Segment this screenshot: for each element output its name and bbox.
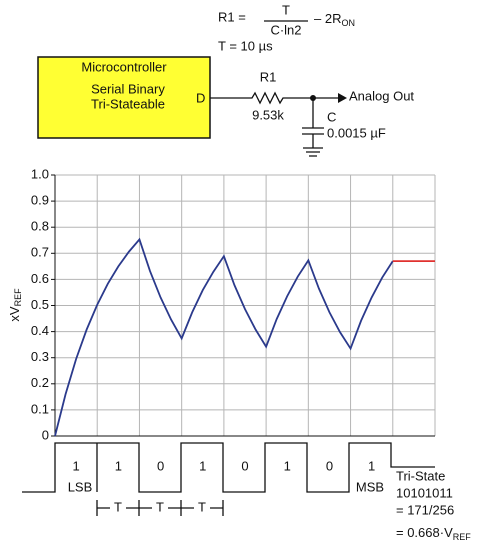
formula-lhs: R1 = (218, 9, 246, 24)
block-line: Tri-Stateable (91, 96, 165, 111)
bit-labels: 1 1 0 1 0 1 0 1 (72, 458, 375, 473)
y-tick-label: 0.7 (31, 245, 49, 260)
note-line: = 0.668·VREF (396, 525, 471, 542)
y-tick-label: 0.1 (31, 401, 49, 416)
formula-denominator: C·ln2 (270, 22, 301, 37)
msb-label: MSB (356, 479, 384, 494)
y-tick-label: 0 (42, 427, 49, 442)
chart: 0 0.1 0.2 0.3 0.4 0.5 0.6 0.7 0.8 0.9 1.0 (31, 166, 436, 442)
c-value: 0.0015 µF (327, 125, 386, 140)
output-label: Analog Out (349, 88, 414, 103)
capacitor-ground (302, 98, 324, 157)
bit-waveform (22, 442, 435, 493)
bit-label: 1 (115, 458, 122, 473)
bit-label: 1 (199, 458, 206, 473)
bit-label: 0 (326, 458, 333, 473)
period-label: T (114, 499, 122, 514)
period-label: T (156, 499, 164, 514)
note-line: 10101011 (396, 485, 453, 500)
y-tick-label: 0.9 (31, 193, 49, 208)
y-tick-label: 1.0 (31, 166, 49, 181)
bit-label: 1 (368, 458, 375, 473)
y-tick-label: 0.4 (31, 323, 49, 338)
r-name: R1 (260, 69, 277, 84)
period-arrows (96, 500, 224, 516)
period-label: T (198, 499, 206, 514)
formula-period: T = 10 µs (218, 38, 273, 53)
block-line: Serial Binary (91, 81, 165, 96)
note-line: Tri-State (396, 468, 445, 483)
formula-minus: – 2RON (314, 11, 355, 28)
y-tick-label: 0.6 (31, 271, 49, 286)
r-value: 9.53k (252, 107, 284, 122)
bit-label: 1 (72, 458, 79, 473)
note-line: = 171/256 (396, 502, 454, 517)
y-tick-label: 0.3 (31, 349, 49, 364)
arrow (338, 93, 347, 103)
c-name: C (327, 109, 336, 124)
pin-label: D (196, 90, 205, 105)
formula-numerator: T (282, 2, 290, 17)
lsb-label: LSB (68, 479, 93, 494)
data-line (54, 237, 394, 437)
block-line: Microcontroller (81, 59, 167, 74)
y-axis-label: xVREF (7, 288, 23, 322)
y-tick-label: 0.5 (31, 297, 49, 312)
bit-label: 0 (241, 458, 248, 473)
bit-label: 0 (157, 458, 164, 473)
y-tick-label: 0.8 (31, 219, 49, 234)
wire-resistor (210, 91, 338, 105)
y-tick-label: 0.2 (31, 375, 49, 390)
bit-label: 1 (284, 458, 291, 473)
